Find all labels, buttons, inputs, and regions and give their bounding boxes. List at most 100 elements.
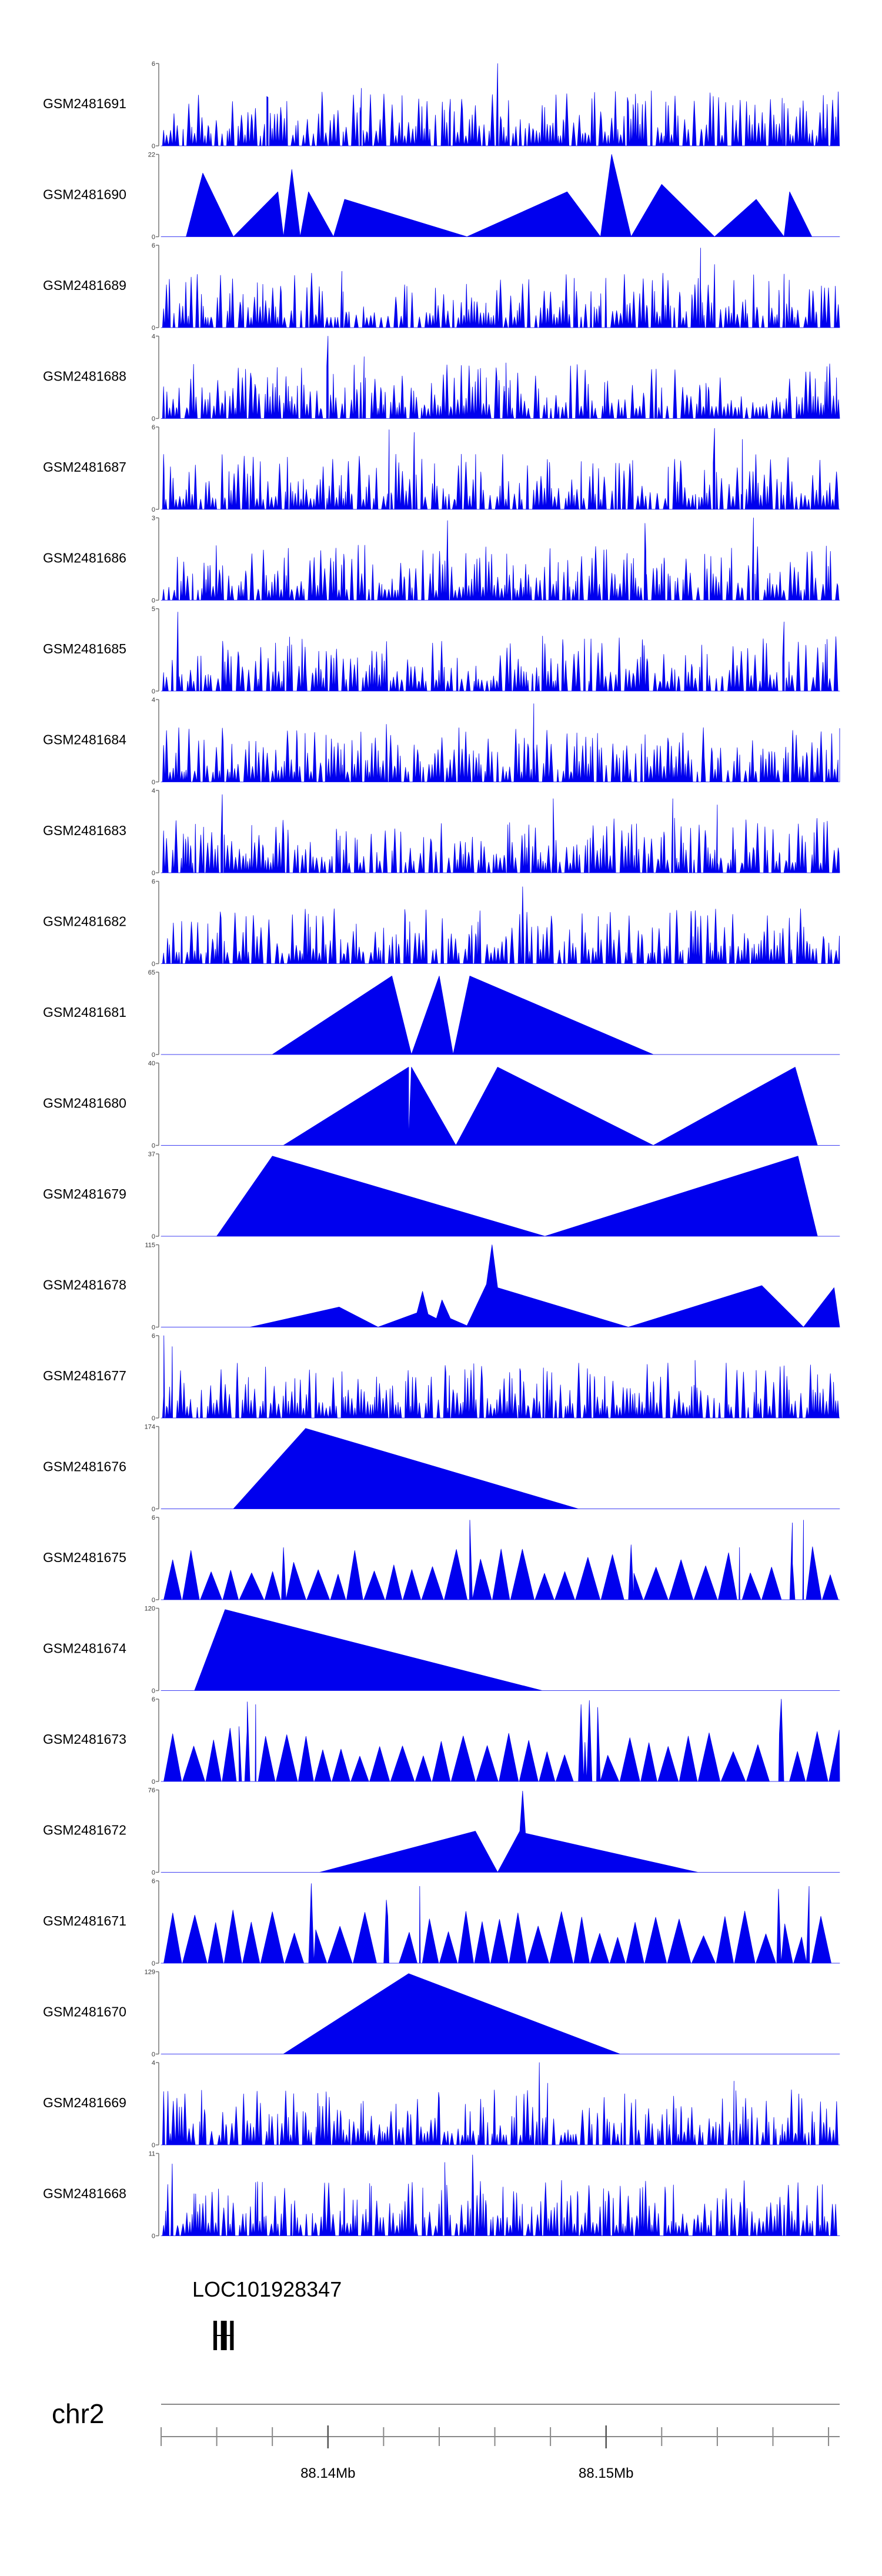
y-axis-max-label: 6 <box>152 424 155 431</box>
track-label: GSM2481684 <box>43 732 126 748</box>
y-axis-min-label: 0 <box>152 1233 155 1240</box>
track-label: GSM2481668 <box>43 2186 126 2201</box>
track-label: GSM2481676 <box>43 1459 126 1474</box>
coverage-area <box>161 976 840 1055</box>
y-axis-max-label: 115 <box>145 1242 155 1249</box>
track-GSM2481690: GSM2481690 22 0 <box>43 152 840 241</box>
chromosome-label: chr2 <box>52 2398 104 2429</box>
y-axis-max-label: 22 <box>148 152 155 159</box>
y-axis-max-label: 40 <box>148 1060 155 1067</box>
coverage-area <box>161 1520 840 1600</box>
track-label: GSM2481683 <box>43 823 126 838</box>
y-axis-max-label: 76 <box>148 1787 155 1794</box>
y-axis-min-label: 0 <box>152 1506 155 1513</box>
track-GSM2481691: GSM2481691 6 0 <box>43 61 840 150</box>
track-label: GSM2481677 <box>43 1368 126 1383</box>
y-axis-max-label: 6 <box>152 1696 155 1703</box>
track-label: GSM2481671 <box>43 1913 126 1928</box>
coverage-area <box>161 428 840 510</box>
y-axis-max-label: 65 <box>148 969 155 976</box>
track-GSM2481687: GSM2481687 6 0 <box>43 424 840 513</box>
coverage-area <box>161 1699 840 1782</box>
track-GSM2481688: GSM2481688 4 0 <box>43 333 840 423</box>
coverage-area <box>161 518 840 600</box>
gene-exon <box>220 2321 227 2350</box>
coverage-area <box>161 794 840 873</box>
track-label: GSM2481689 <box>43 278 126 293</box>
track-label: GSM2481669 <box>43 2095 126 2110</box>
track-label: GSM2481691 <box>43 96 126 111</box>
track-label: GSM2481672 <box>43 1823 126 1838</box>
coverage-area <box>161 336 840 419</box>
axis-tick-label: 88.15Mb <box>579 2465 633 2481</box>
coverage-area <box>161 1790 840 1873</box>
y-axis-max-label: 6 <box>152 1333 155 1340</box>
track-GSM2481671: GSM2481671 6 0 <box>43 1878 840 1967</box>
y-axis-max-label: 4 <box>152 697 155 704</box>
y-axis-min-label: 0 <box>152 234 155 241</box>
track-GSM2481674: GSM2481674 120 0 <box>43 1606 840 1695</box>
y-axis-max-label: 6 <box>152 61 155 68</box>
gene-annotation: LOC101928347 <box>192 2277 342 2350</box>
track-GSM2481673: GSM2481673 6 0 <box>43 1696 840 1786</box>
y-axis-min-label: 0 <box>152 598 155 605</box>
y-axis-min-label: 0 <box>152 325 155 332</box>
y-axis-min-label: 0 <box>152 1870 155 1877</box>
track-label: GSM2481690 <box>43 187 126 202</box>
y-axis-min-label: 0 <box>152 1597 155 1604</box>
y-axis-max-label: 129 <box>145 1969 155 1976</box>
track-label: GSM2481679 <box>43 1186 126 1202</box>
track-label: GSM2481682 <box>43 914 126 929</box>
coverage-area <box>161 1609 840 1691</box>
track-GSM2481677: GSM2481677 6 0 <box>43 1333 840 1422</box>
track-GSM2481672: GSM2481672 76 0 <box>43 1787 840 1877</box>
y-axis-min-label: 0 <box>152 1143 155 1150</box>
coverage-area <box>161 1428 840 1509</box>
tracks-layer: GSM248169160GSM2481690220GSM248168960GSM… <box>43 61 840 2240</box>
coverage-area <box>161 1883 840 1964</box>
coverage-area <box>161 1156 840 1237</box>
coverage-area <box>161 2154 840 2236</box>
track-GSM2481668: GSM2481668 11 0 <box>43 2151 840 2240</box>
track-label: GSM2481675 <box>43 1550 126 1565</box>
track-label: GSM2481686 <box>43 550 126 566</box>
y-axis-min-label: 0 <box>152 1778 155 1786</box>
y-axis-max-label: 6 <box>152 1878 155 1885</box>
track-GSM2481679: GSM2481679 37 0 <box>43 1151 840 1240</box>
coverage-area <box>161 154 840 237</box>
y-axis-min-label: 0 <box>152 506 155 513</box>
track-label: GSM2481680 <box>43 1096 126 1111</box>
y-axis-min-label: 0 <box>152 1324 155 1332</box>
track-GSM2481670: GSM2481670 129 0 <box>43 1969 840 2058</box>
y-axis-min-label: 0 <box>152 688 155 695</box>
track-label: GSM2481685 <box>43 641 126 656</box>
y-axis-min-label: 0 <box>152 416 155 423</box>
y-axis-min-label: 0 <box>152 961 155 968</box>
coverage-area <box>161 1973 840 2054</box>
track-label: GSM2481678 <box>43 1277 126 1293</box>
y-axis-max-label: 6 <box>152 242 155 249</box>
track-label: GSM2481681 <box>43 1005 126 1020</box>
track-GSM2481686: GSM2481686 3 0 <box>43 515 840 605</box>
coverage-area <box>161 612 840 692</box>
y-axis-min-label: 0 <box>152 1688 155 1695</box>
track-GSM2481683: GSM2481683 4 0 <box>43 788 840 877</box>
coverage-area <box>161 1335 840 1419</box>
coverage-area <box>161 1244 840 1327</box>
y-axis-min-label: 0 <box>152 1960 155 1967</box>
track-GSM2481676: GSM2481676 174 0 <box>43 1424 840 1513</box>
y-axis-max-label: 4 <box>152 788 155 795</box>
y-axis-max-label: 4 <box>152 2060 155 2067</box>
y-axis-max-label: 6 <box>152 1514 155 1521</box>
y-axis-min-label: 0 <box>152 779 155 786</box>
coverage-area <box>161 2062 840 2145</box>
y-axis-max-label: 6 <box>152 879 155 886</box>
track-label: GSM2481673 <box>43 1731 126 1747</box>
track-GSM2481682: GSM2481682 6 0 <box>43 879 840 968</box>
coverage-area <box>161 886 840 964</box>
y-axis-min-label: 0 <box>152 1052 155 1059</box>
coverage-area <box>161 703 840 782</box>
y-axis-max-label: 5 <box>152 606 155 613</box>
y-axis-max-label: 37 <box>148 1151 155 1158</box>
